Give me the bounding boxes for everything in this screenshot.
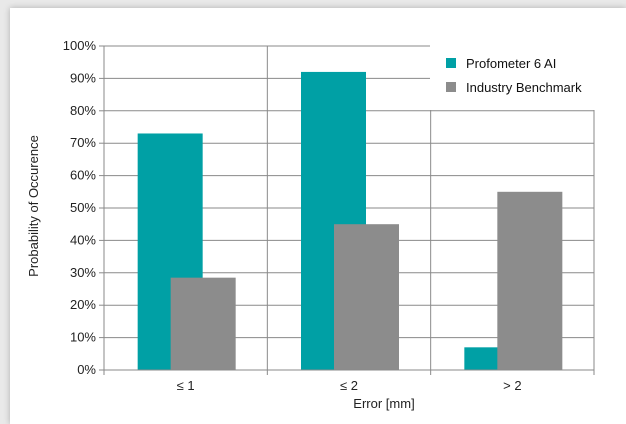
bar-industry-0 [170,277,236,370]
y-tick-label: 80% [70,103,96,118]
legend: Profometer 6 AI Industry Benchmark [430,45,595,110]
x-tick-label: ≤ 1 [177,378,195,393]
legend-label-industry: Industry Benchmark [466,80,582,95]
legend-label-profometer: Profometer 6 AI [466,56,556,71]
x-tick-label: ≤ 2 [340,378,358,393]
x-tick-label: > 2 [503,378,521,393]
y-tick-label: 10% [70,330,96,345]
y-tick-label: 30% [70,265,96,280]
bars-layer [137,71,563,371]
legend-swatch-profometer [446,58,456,68]
y-tick-label: 60% [70,168,96,183]
x-tick-labels: ≤ 1 ≤ 2 > 2 [177,378,522,393]
legend-swatch-industry [446,82,456,92]
bar-industry-1 [334,224,399,370]
bar-chart: 0% 10% 20% 30% 40% 50% 60% 70% 80% 90% 100% ≤ 1 ≤ 2… [26,38,595,411]
y-tick-label: 40% [70,232,96,247]
y-tick-label: 90% [70,70,96,85]
y-tick-label: 50% [70,200,96,215]
x-axis-title: Error [mm] [353,396,414,411]
y-axis-title: Probability of Occurence [26,135,41,277]
y-tick-label: 0% [77,362,96,377]
y-tick-labels: 0% 10% 20% 30% 40% 50% 60% 70% 80% 90% 100% [63,38,97,377]
y-tick-label: 20% [70,297,96,312]
legend-box [430,45,595,110]
y-tick-label: 100% [63,38,97,53]
y-tick-label: 70% [70,135,96,150]
bar-industry-2 [497,191,563,370]
axis-layer [99,45,594,371]
chart-card: 0% 10% 20% 30% 40% 50% 60% 70% 80% 90% 100% ≤ 1 ≤ 2… [10,8,626,424]
